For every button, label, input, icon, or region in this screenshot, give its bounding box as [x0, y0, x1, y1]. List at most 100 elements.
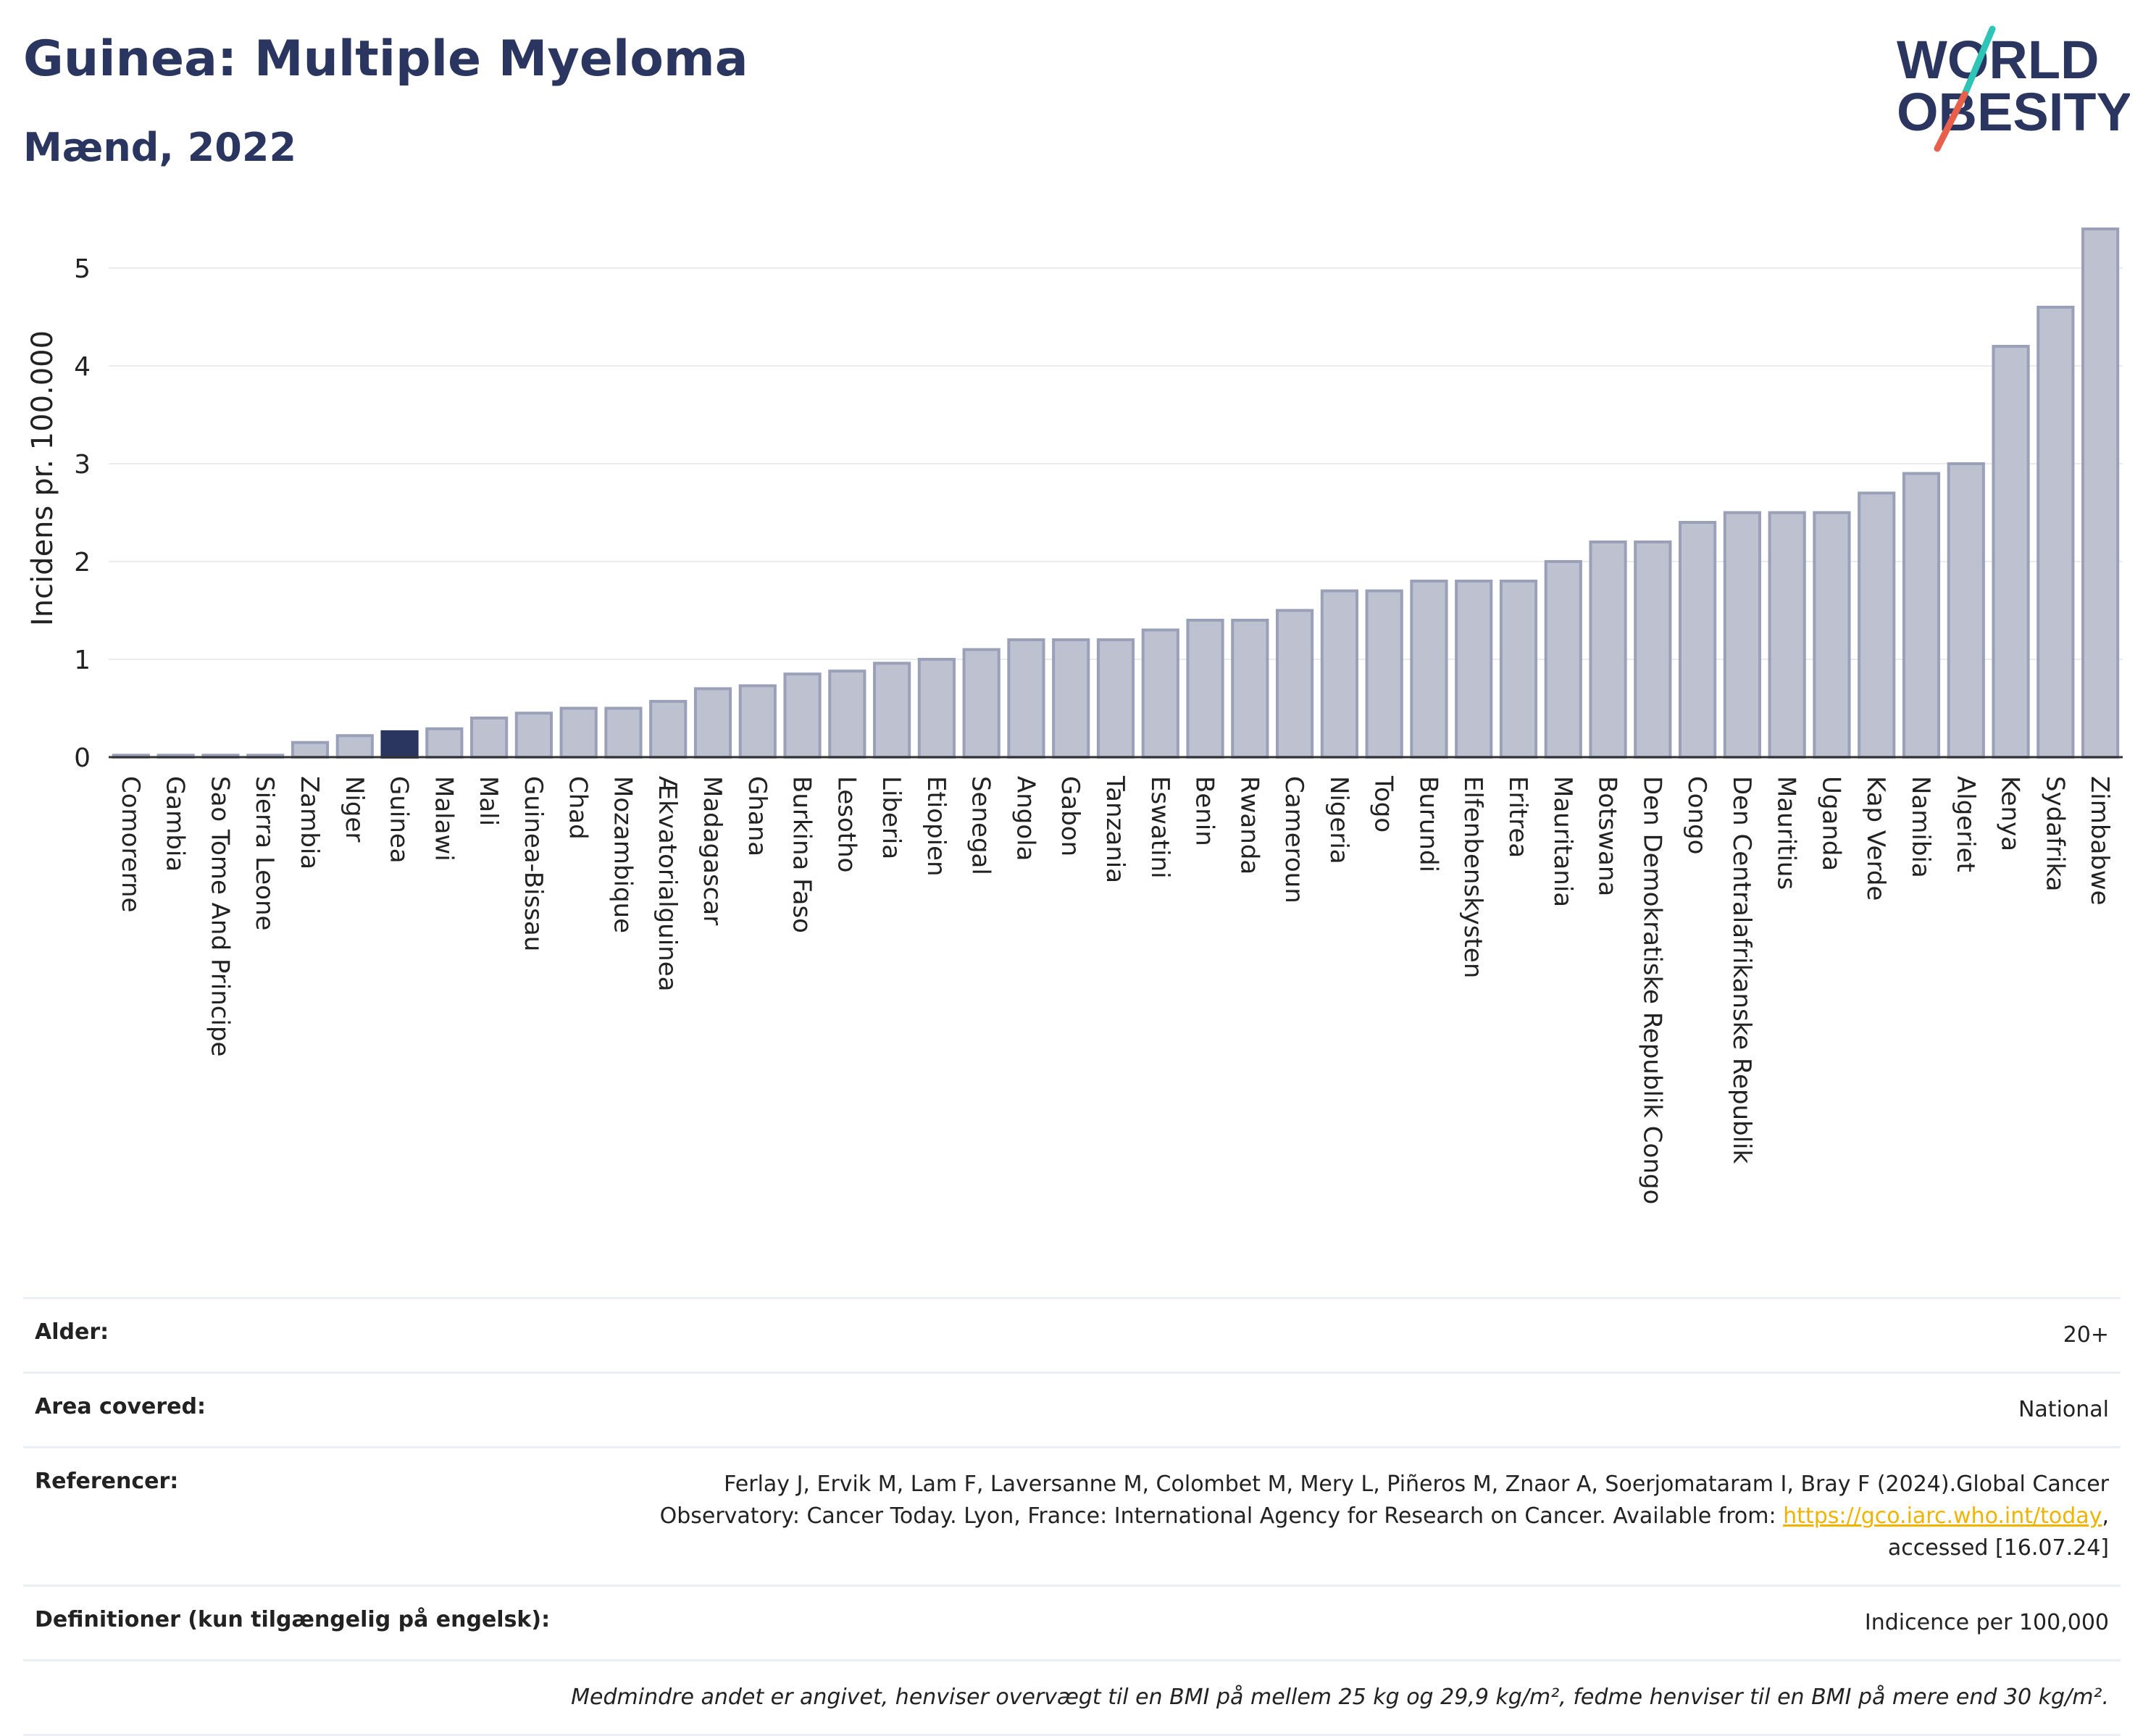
y-tick-label: 0 — [74, 743, 91, 773]
x-tick-label: Cameroun — [1279, 776, 1308, 904]
x-tick-label: Guinea — [385, 776, 414, 864]
bar-20 — [1007, 638, 1045, 759]
bar-31 — [1499, 580, 1538, 759]
logo-text-world: WORLD — [1897, 30, 2100, 90]
x-tick-label: Liberia — [877, 776, 906, 859]
bar-41 — [1947, 462, 1985, 759]
metadata-table: Alder: 20+ Area covered: National Refere… — [23, 1297, 2121, 1736]
bar-12 — [649, 700, 688, 759]
y-tick-label: 2 — [74, 548, 91, 577]
bar-5 — [335, 734, 374, 759]
x-tick-label: Nigeria — [1324, 776, 1353, 864]
reference-text-2: Observatory: Cancer Today. Lyon, France:… — [659, 1503, 1776, 1529]
x-tick-label: Kap Verde — [1861, 776, 1890, 901]
x-tick-label: Malawi — [429, 776, 458, 861]
bar-16 — [828, 669, 866, 759]
x-axis-ticks: Comorerne Gambia Sao Tome And Principe Sier… — [116, 775, 2114, 1204]
bar-17 — [873, 662, 911, 759]
bar-21 — [1052, 638, 1090, 759]
logo-slash-teal — [1961, 25, 1996, 98]
y-tick-label: 1 — [74, 646, 91, 675]
bar-10 — [559, 706, 598, 759]
meta-row-definitions: Definitioner (kun tilgængelig på engelsk… — [23, 1585, 2121, 1659]
x-tick-label: Mozambique — [608, 776, 637, 933]
x-tick-label: Eritrea — [1503, 776, 1532, 858]
x-tick-label: Den Demokratiske Republik Congo — [1637, 776, 1666, 1204]
x-tick-label: Guinea-Bissau — [519, 776, 548, 951]
x-tick-label: Den Centralafrikanske Republik — [1727, 776, 1756, 1164]
x-tick-label: Chad — [564, 776, 593, 840]
bar-32 — [1544, 560, 1582, 759]
bar-22 — [1096, 638, 1135, 759]
x-tick-label: Sao Tome And Principe — [205, 776, 234, 1056]
bar-37 — [1768, 511, 1806, 759]
y-axis-label: Incidens pr. 100.000 — [26, 330, 59, 626]
bar-28 — [1365, 589, 1403, 759]
logo-slash-red — [1934, 91, 1968, 152]
bar-14 — [738, 684, 777, 759]
bar-8 — [470, 717, 509, 759]
reference-text-3: accessed [16.07.24] — [1887, 1535, 2109, 1561]
bar-27 — [1320, 589, 1358, 759]
y-tick-label: 4 — [74, 352, 91, 382]
bars — [112, 228, 2120, 759]
area-label: Area covered: — [35, 1394, 206, 1419]
bar-11 — [604, 706, 643, 759]
x-tick-label: Etiopien — [922, 776, 951, 877]
x-tick-label: Angola — [1011, 776, 1040, 861]
x-tick-label: Comorerne — [116, 776, 145, 912]
x-tick-label: Madagascar — [698, 776, 727, 925]
bar-19 — [962, 648, 1001, 759]
bar-42 — [1992, 345, 2030, 759]
x-tick-label: Sydafrika — [2040, 776, 2069, 891]
page-subtitle: Mænd, 2022 — [23, 125, 297, 170]
bar-26 — [1276, 609, 1314, 759]
x-tick-label: Gabon — [1056, 776, 1085, 856]
bar-18 — [917, 658, 956, 759]
bar-4 — [291, 740, 330, 759]
x-tick-label: Eswatini — [1145, 776, 1174, 879]
x-tick-label: Elfenbenskysten — [1458, 776, 1487, 978]
bar-6 — [380, 730, 419, 759]
bar-39 — [1858, 491, 1896, 759]
world-obesity-logo: WORLD OBESITY — [1897, 25, 2130, 152]
references-label: Referencer: — [35, 1469, 179, 1494]
footnote: Medmindre andet er angivet, henviser ove… — [571, 1685, 2109, 1710]
x-tick-label: Zimbabwe — [2085, 776, 2114, 906]
x-tick-label: Tanzania — [1100, 775, 1129, 883]
x-tick-label: Mali — [474, 776, 503, 826]
bar-15 — [783, 672, 822, 759]
reference-text-1: Ferlay J, Ervik M, Lam F, Laversanne M, … — [724, 1472, 2109, 1497]
meta-row-note: Medmindre andet er angivet, henviser ove… — [23, 1659, 2121, 1736]
bar-44 — [2081, 228, 2120, 759]
x-tick-label: Ghana — [743, 776, 772, 856]
meta-row-area: Area covered: National — [23, 1372, 2121, 1446]
x-tick-label: Rwanda — [1235, 776, 1263, 875]
x-tick-label: Namibia — [1906, 776, 1935, 878]
y-tick-label: 3 — [74, 450, 91, 480]
age-label: Alder: — [35, 1319, 109, 1345]
page-title: Guinea: Multiple Myeloma — [23, 30, 748, 88]
y-axis-ticks: 0 1 2 3 4 5 — [74, 254, 91, 773]
x-tick-label: Botswana — [1593, 776, 1622, 896]
meta-row-references: Referencer: Ferlay J, Ervik M, Lam F, La… — [23, 1446, 2121, 1585]
x-tick-label: Senegal — [966, 776, 995, 875]
x-tick-label: Niger — [340, 776, 369, 842]
x-tick-label: Mauritius — [1772, 776, 1801, 890]
reference-link[interactable]: https://gco.iarc.who.int/today — [1783, 1503, 2102, 1529]
bar-40 — [1902, 472, 1941, 759]
area-value: National — [2018, 1397, 2109, 1422]
x-tick-label: Mauritania — [1548, 776, 1577, 907]
bar-30 — [1455, 580, 1493, 759]
references-value: Ferlay J, Ervik M, Lam F, Laversanne M, … — [659, 1472, 2109, 1561]
x-tick-label: Zambia — [295, 776, 324, 869]
x-tick-label: Lesotho — [832, 776, 861, 872]
age-value: 20+ — [2063, 1322, 2109, 1348]
bar-43 — [2037, 306, 2075, 759]
bar-34 — [1634, 541, 1672, 759]
x-tick-label: Uganda — [1816, 776, 1845, 871]
bar-36 — [1723, 511, 1761, 759]
bar-9 — [514, 711, 553, 759]
x-tick-label: Gambia — [161, 776, 190, 872]
bar-chart: 0 1 2 3 4 5 Comorerne Gambia Sao Tome And Princ… — [26, 228, 2123, 1204]
